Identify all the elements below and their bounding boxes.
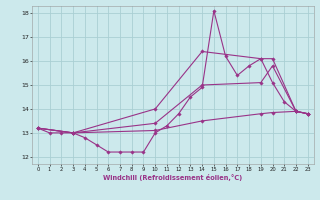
X-axis label: Windchill (Refroidissement éolien,°C): Windchill (Refroidissement éolien,°C) bbox=[103, 174, 243, 181]
